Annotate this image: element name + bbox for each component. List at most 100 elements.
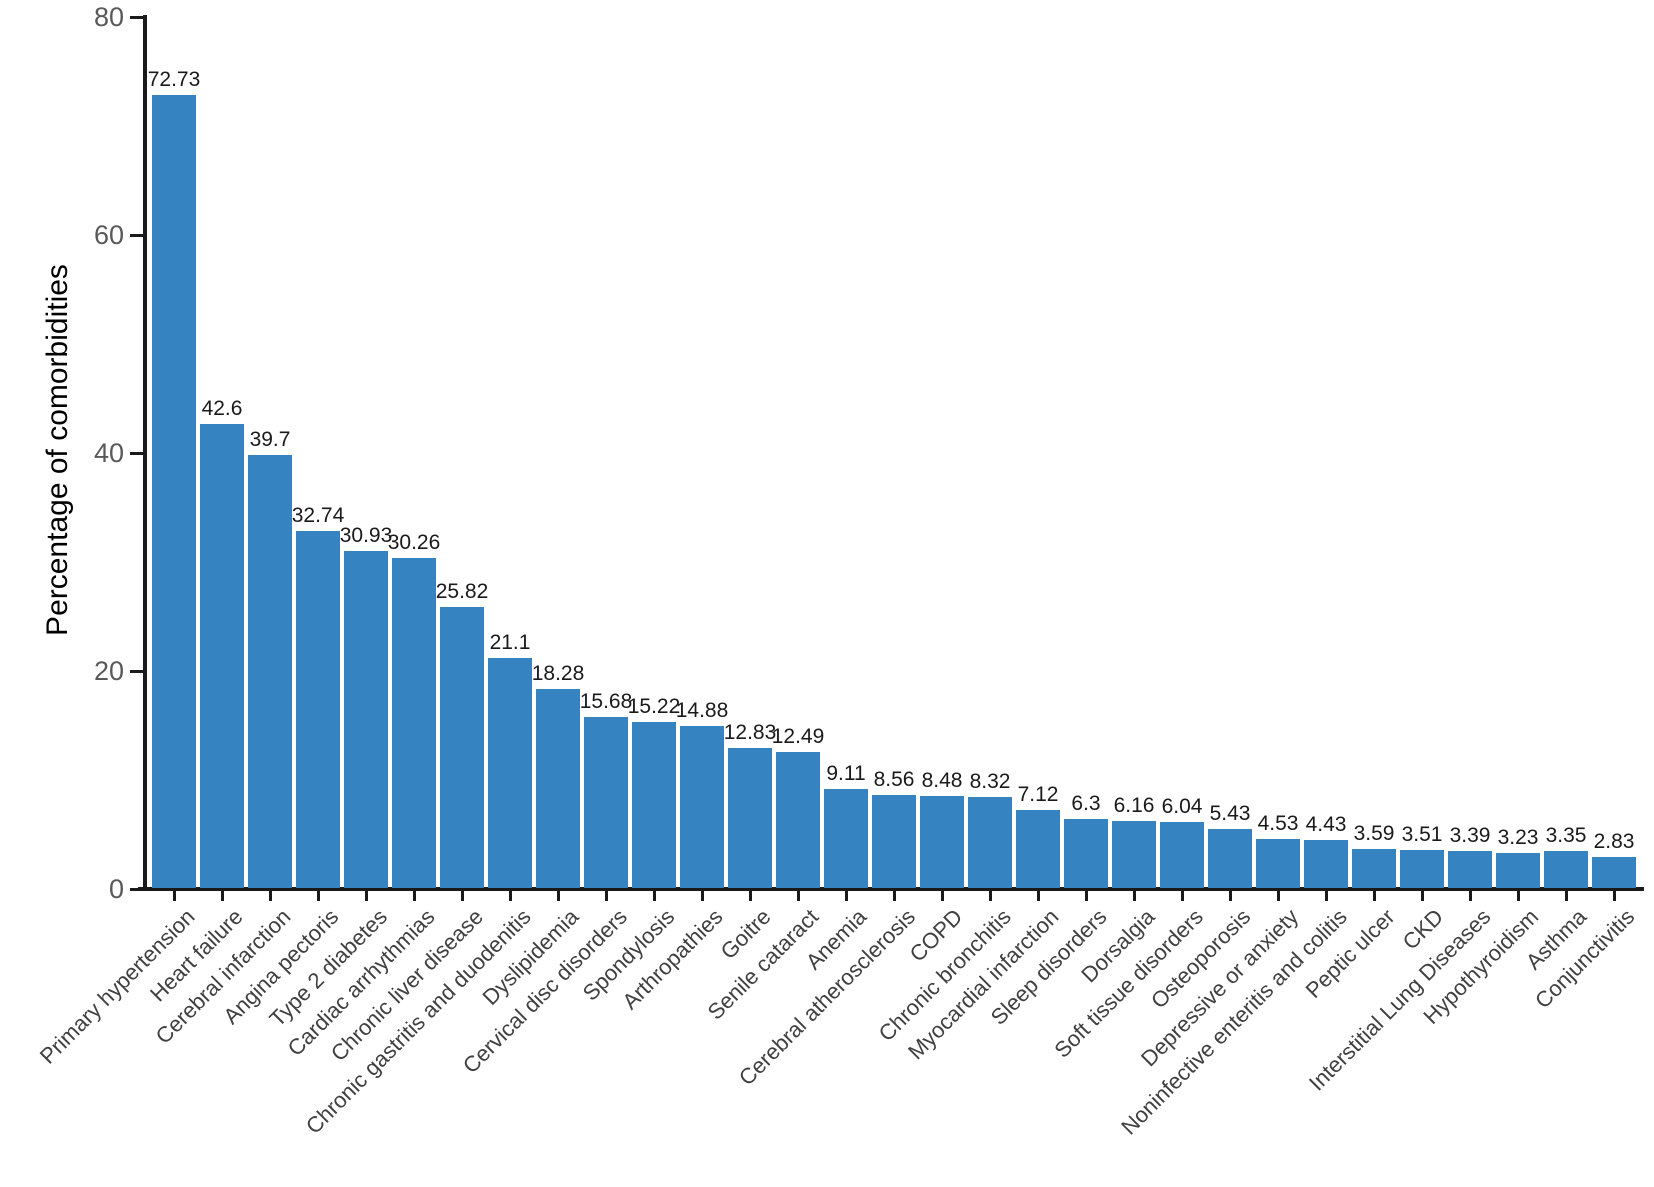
bar-value-label: 4.43 xyxy=(1305,812,1347,836)
bar xyxy=(1208,828,1252,888)
y-tick-label: 40 xyxy=(93,438,124,468)
bar-value-label: 15.68 xyxy=(579,690,633,714)
bar xyxy=(1352,848,1396,888)
y-tick-label: 60 xyxy=(93,220,124,250)
x-tick-mark xyxy=(1612,891,1616,901)
y-tick-label: 20 xyxy=(93,656,124,686)
x-tick-mark xyxy=(604,891,608,901)
y-axis-line xyxy=(143,15,147,891)
y-tick-mark xyxy=(130,233,143,237)
x-tick-mark xyxy=(1372,891,1376,901)
bar-value-label: 25.82 xyxy=(435,579,489,603)
x-tick-mark xyxy=(796,891,800,901)
bar-value-label: 6.16 xyxy=(1113,793,1155,817)
bar xyxy=(824,788,868,888)
bar-value-label: 39.7 xyxy=(249,428,291,452)
bar xyxy=(872,794,916,888)
bar xyxy=(296,531,340,888)
x-tick-mark xyxy=(1420,891,1424,901)
bar-value-label: 4.53 xyxy=(1257,811,1299,835)
x-tick-mark xyxy=(220,891,224,901)
bar xyxy=(1016,810,1060,888)
x-tick-mark xyxy=(1228,891,1232,901)
x-tick-mark xyxy=(460,891,464,901)
x-tick-mark xyxy=(1084,891,1088,901)
x-tick-mark xyxy=(316,891,320,901)
bar xyxy=(680,725,724,888)
bar xyxy=(776,751,820,888)
x-tick-mark xyxy=(508,891,512,901)
y-tick-label: 0 xyxy=(108,874,124,904)
bar xyxy=(920,795,964,888)
bar-value-label: 2.83 xyxy=(1593,830,1635,854)
bar xyxy=(536,688,580,888)
x-tick-mark xyxy=(556,891,560,901)
bar xyxy=(1544,851,1588,888)
bar-value-label: 3.35 xyxy=(1545,824,1587,848)
bar-value-label: 18.28 xyxy=(531,661,585,685)
bar xyxy=(632,722,676,888)
bar xyxy=(1112,820,1156,888)
x-tick-mark xyxy=(268,891,272,901)
bar-value-label: 30.93 xyxy=(339,523,393,547)
x-tick-mark xyxy=(940,891,944,901)
bar-value-label: 3.59 xyxy=(1353,821,1395,845)
bar-value-label: 12.83 xyxy=(723,721,777,745)
bar-value-label: 6.04 xyxy=(1161,795,1203,819)
x-tick-mark xyxy=(1180,891,1184,901)
x-tick-mark xyxy=(364,891,368,901)
bar xyxy=(728,748,772,888)
bar xyxy=(200,423,244,888)
bar xyxy=(1400,849,1444,888)
bar-value-label: 8.48 xyxy=(921,768,963,792)
x-tick-mark xyxy=(892,891,896,901)
bar xyxy=(488,658,532,888)
x-tick-mark xyxy=(1132,891,1136,901)
bar-value-label: 42.6 xyxy=(201,396,243,420)
bar-value-label: 7.12 xyxy=(1017,783,1059,807)
y-tick-mark xyxy=(130,451,143,455)
bar-value-label: 14.88 xyxy=(675,698,729,722)
x-tick-mark xyxy=(1468,891,1472,901)
y-tick-mark xyxy=(130,669,143,673)
bar-value-label: 72.73 xyxy=(147,68,201,92)
x-tick-mark xyxy=(1324,891,1328,901)
bar xyxy=(1304,839,1348,888)
bar-value-label: 5.43 xyxy=(1209,801,1251,825)
bar xyxy=(1256,838,1300,888)
x-tick-mark xyxy=(844,891,848,901)
bar xyxy=(152,95,196,888)
bar xyxy=(584,717,628,888)
bar xyxy=(1064,819,1108,888)
x-tick-mark xyxy=(1564,891,1568,901)
bar-value-label: 6.3 xyxy=(1071,792,1101,816)
x-tick-mark xyxy=(652,891,656,901)
bar-value-label: 3.51 xyxy=(1401,822,1443,846)
bar-value-label: 3.39 xyxy=(1449,824,1491,848)
bar-value-label: 9.11 xyxy=(826,761,866,785)
bar xyxy=(344,550,388,888)
y-tick-mark xyxy=(130,15,143,19)
bar-value-label: 30.26 xyxy=(387,531,441,555)
bar-value-label: 15.22 xyxy=(627,695,681,719)
bar xyxy=(440,606,484,888)
x-tick-mark xyxy=(748,891,752,901)
bar xyxy=(1448,851,1492,888)
bar xyxy=(968,797,1012,888)
bar-value-label: 8.32 xyxy=(969,770,1011,794)
bar xyxy=(392,558,436,888)
bar xyxy=(1592,857,1636,888)
bar xyxy=(248,455,292,888)
y-tick-label: 80 xyxy=(93,2,124,32)
x-tick-mark xyxy=(1516,891,1520,901)
y-tick-mark xyxy=(130,887,143,891)
bar-value-label: 8.56 xyxy=(873,767,915,791)
x-tick-mark xyxy=(412,891,416,901)
bar xyxy=(1160,822,1204,888)
x-tick-mark xyxy=(1276,891,1280,901)
x-tick-mark xyxy=(1036,891,1040,901)
bar-value-label: 12.49 xyxy=(771,724,825,748)
bar xyxy=(1496,852,1540,888)
